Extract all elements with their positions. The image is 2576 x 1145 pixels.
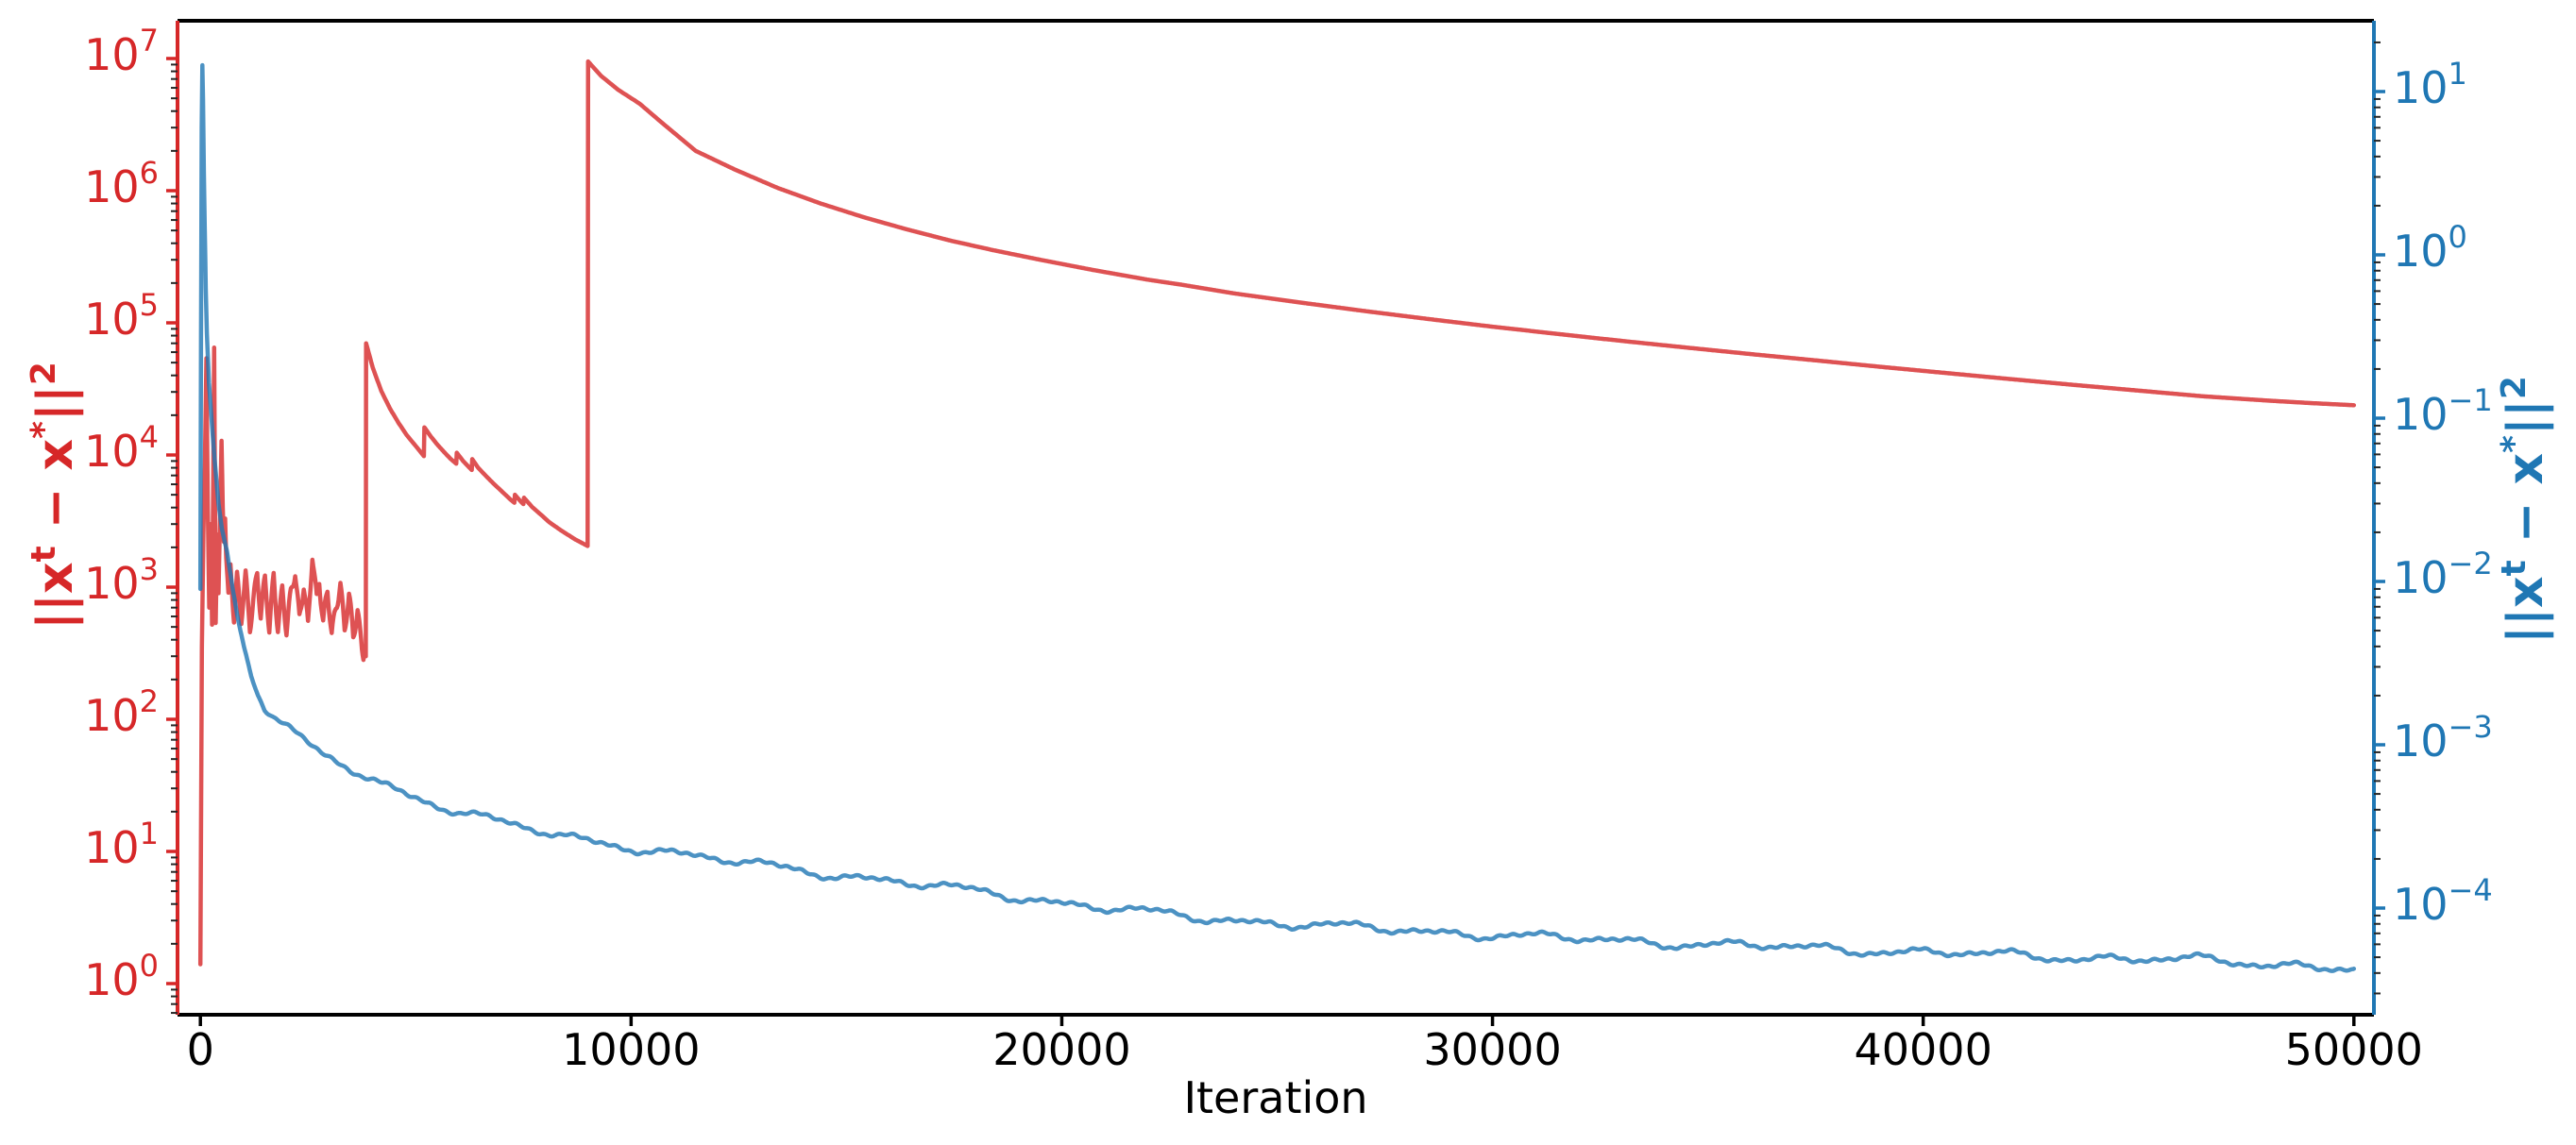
- left-tick-label-1e4: 104: [84, 419, 159, 477]
- x-tick-label: 40000: [1855, 1024, 1992, 1075]
- right-tick-label-1e-2: 10−2: [2393, 546, 2493, 603]
- right-tick-label-1e0: 100: [2393, 219, 2467, 277]
- left-tick-label-1e0: 100: [84, 948, 159, 1005]
- left-tick-label-1e5: 105: [84, 287, 159, 345]
- axes-layer: 0 10000 20000 30000 40000 50000 100 101 102 103 10…: [25, 19, 2554, 1075]
- right-axis-label: ||xt − x*||2: [2495, 376, 2554, 644]
- left-tick-label-1e3: 103: [84, 551, 159, 609]
- left-tick-label-1e2: 102: [84, 683, 159, 741]
- x-tick-label: 0: [187, 1024, 214, 1075]
- left-axis-label: ||xt − x*||2: [25, 362, 84, 630]
- right-tick-label-1e1: 101: [2393, 56, 2467, 113]
- x-tick-label: 50000: [2285, 1024, 2423, 1075]
- x-axis-label: Iteration: [1183, 1072, 1367, 1123]
- x-tick-label: 30000: [1423, 1024, 1561, 1075]
- x-tick-label: 20000: [992, 1024, 1130, 1075]
- series-layer: [197, 59, 2357, 973]
- right-tick-label-1e-1: 10−1: [2393, 382, 2493, 440]
- right-tick-label-1e-3: 10−3: [2393, 709, 2493, 766]
- right-tick-label-1e-4: 10−4: [2393, 872, 2493, 930]
- red-left-error-line: [197, 59, 2357, 967]
- left-tick-label-1e6: 106: [84, 155, 159, 212]
- x-tick-label: 10000: [562, 1024, 700, 1075]
- left-tick-label-1e7: 107: [84, 23, 159, 80]
- left-tick-label-1e1: 101: [84, 816, 159, 873]
- blue-right-error-line: [197, 62, 2357, 973]
